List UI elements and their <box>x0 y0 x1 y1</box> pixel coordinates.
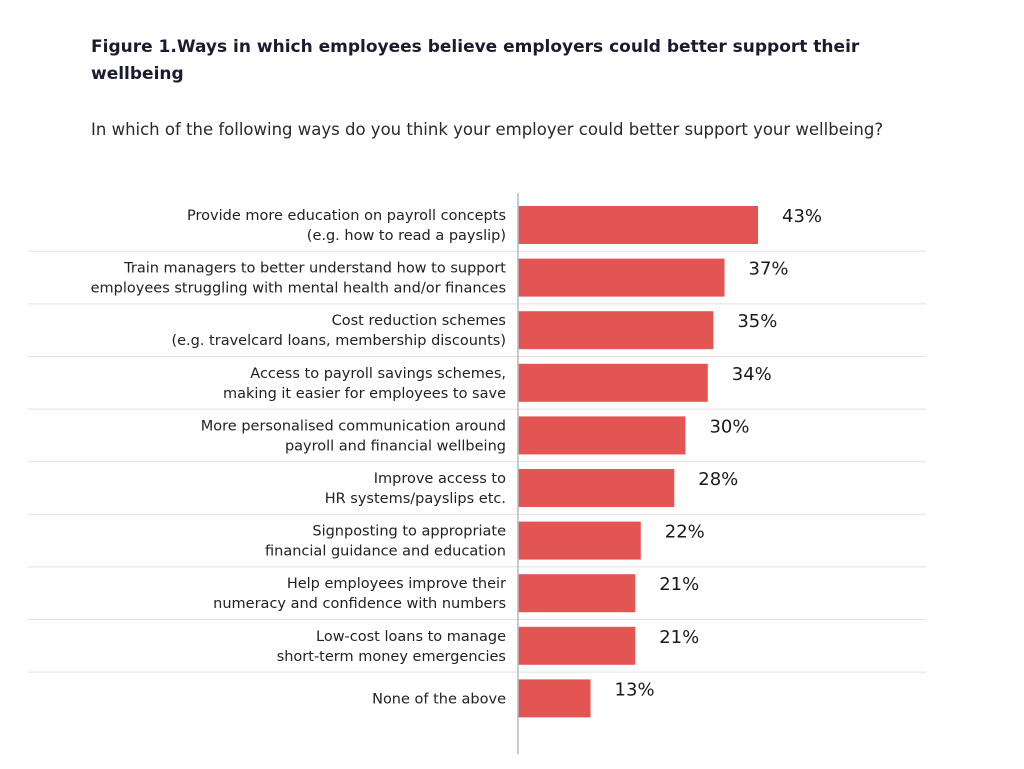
category-label-line: None of the above <box>372 691 506 707</box>
value-label: 34% <box>732 364 772 385</box>
category-label-line: Improve access to <box>374 471 506 487</box>
category-label: Low-cost loans to manage short-term money… <box>277 629 506 665</box>
category-label-line: short-term money emergencies <box>277 649 506 665</box>
category-label-line: employees struggling with mental health … <box>91 281 506 297</box>
bar <box>518 469 675 507</box>
value-label: 30% <box>709 416 749 437</box>
category-label: Signposting to appropriate financial guid… <box>265 524 506 560</box>
category-label-line: Help employees improve their <box>287 576 506 592</box>
category-label-line: HR systems/payslips etc. <box>325 491 506 507</box>
category-label: More personalised communication around pa… <box>201 418 506 454</box>
category-label-line: numeracy and confidence with numbers <box>213 596 506 612</box>
category-label: Help employees improve their numeracy and… <box>213 576 506 612</box>
value-label: 28% <box>698 469 738 490</box>
figure-title: Figure 1.Ways in which employees believe… <box>91 37 860 84</box>
value-label: 13% <box>615 679 655 700</box>
category-label-line: Cost reduction schemes <box>332 313 506 329</box>
category-label: Train managers to better understand how … <box>91 261 507 297</box>
value-label: 43% <box>782 206 822 227</box>
value-labels: 43% 37% 35% 34% 30% 28% 22% 21% 21% 13% <box>615 206 822 700</box>
bars <box>518 206 758 718</box>
bar <box>518 626 636 665</box>
bar <box>518 311 714 350</box>
row-separators <box>28 250 926 673</box>
bar <box>518 416 686 455</box>
category-label-line: financial guidance and education <box>265 544 506 560</box>
value-label: 22% <box>665 522 705 543</box>
category-label: Cost reduction schemes (e.g. travelcard l… <box>171 313 506 349</box>
category-label: Access to payroll savings schemes, making… <box>223 366 506 402</box>
category-label: None of the above <box>372 691 506 707</box>
category-label-line: (e.g. how to read a payslip) <box>307 228 506 244</box>
category-label: Provide more education on payroll concep… <box>187 208 506 244</box>
category-labels: Provide more education on payroll concep… <box>91 208 507 707</box>
bar <box>518 574 636 613</box>
category-label-line: payroll and financial wellbeing <box>285 438 506 454</box>
category-label-line: Low-cost loans to manage <box>316 629 506 645</box>
value-label: 21% <box>659 574 699 595</box>
category-label: Improve access to HR systems/payslips etc… <box>325 471 506 507</box>
category-label-line: Signposting to appropriate <box>312 524 506 540</box>
category-label-line: making it easier for employees to save <box>223 386 506 402</box>
bar <box>518 258 725 297</box>
bar <box>518 206 758 244</box>
value-label: 21% <box>659 627 699 648</box>
category-label-line: Access to payroll savings schemes, <box>250 366 506 382</box>
category-label-line: Provide more education on payroll concep… <box>187 208 506 224</box>
bar <box>518 679 591 718</box>
bar <box>518 521 641 560</box>
category-label-line: (e.g. travelcard loans, membership disco… <box>171 333 506 349</box>
figure-subtitle: In which of the following ways do you th… <box>91 120 884 139</box>
category-label-line: Train managers to better understand how … <box>123 261 506 277</box>
category-label-line: More personalised communication around <box>201 418 506 434</box>
bar <box>518 363 708 402</box>
value-label: 35% <box>737 311 777 332</box>
value-label: 37% <box>749 259 789 280</box>
